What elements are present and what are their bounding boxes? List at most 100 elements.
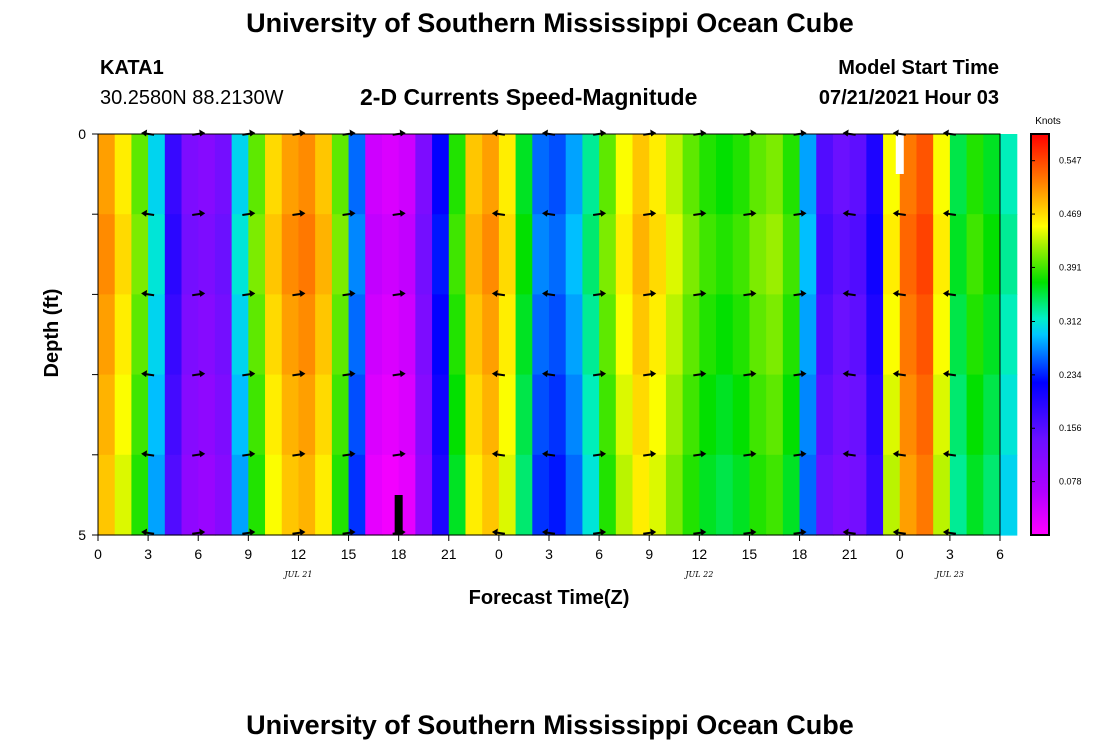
- arrow-head: [249, 450, 256, 458]
- heat-cell: [448, 134, 467, 215]
- colorbar-tick-label: 0.312: [1059, 316, 1082, 326]
- heat-cell: [682, 214, 700, 295]
- x-tick-label: 6: [194, 546, 202, 562]
- x-tick-label: 12: [692, 546, 708, 562]
- x-tick-label: 0: [896, 546, 904, 562]
- arrow-head: [600, 209, 607, 217]
- heat-cell: [599, 214, 617, 295]
- colorbar-tick-label: 0.547: [1059, 156, 1082, 166]
- x-tick-label: 9: [244, 546, 252, 562]
- heat-cell: [281, 214, 300, 295]
- arrow-head: [800, 209, 807, 217]
- heat-cell: [164, 134, 183, 215]
- heat-cell: [131, 294, 149, 376]
- heat-cell: [114, 294, 133, 376]
- heat-cell: [732, 374, 751, 456]
- heat-cell: [432, 134, 450, 215]
- heat-cell: [766, 454, 784, 536]
- arrow-head: [199, 450, 206, 458]
- heat-cell: [465, 454, 483, 536]
- heat-cell: [983, 294, 1001, 376]
- arrow-head: [349, 209, 356, 217]
- heat-cell: [716, 214, 734, 295]
- arrow-head: [942, 129, 949, 137]
- heat-cell: [398, 214, 416, 295]
- heat-cell: [649, 134, 667, 215]
- heat-cell: [381, 134, 400, 215]
- current-arrow: [793, 289, 807, 297]
- arrow-head: [141, 209, 148, 217]
- heat-cell: [983, 134, 1001, 215]
- heat-cell: [248, 214, 266, 295]
- arrow-head: [542, 209, 548, 217]
- heat-cell: [415, 374, 433, 456]
- heat-cell: [949, 454, 968, 536]
- heat-cell: [615, 134, 634, 215]
- x-axis: 0 3 6 9 12 15 18 21 0 3 6 9 12 15 18 21 0 3 6 JUL 21 JUL 22 J…: [94, 535, 1004, 579]
- heat-cell: [164, 214, 183, 295]
- heat-cell: [899, 294, 918, 376]
- heat-cell: [214, 454, 233, 536]
- heat-cell: [515, 294, 533, 376]
- heat-cell: [515, 374, 533, 456]
- heat-cell: [916, 214, 934, 295]
- heat-cell: [615, 214, 634, 295]
- heat-cell: [665, 134, 684, 215]
- heat-cell: [148, 294, 166, 376]
- y-axis: 05: [78, 126, 98, 543]
- heat-cell: [398, 454, 416, 536]
- heat-cell: [365, 214, 383, 295]
- arrow-head: [842, 289, 849, 297]
- heat-cell: [549, 214, 567, 295]
- arrow-head: [750, 209, 757, 217]
- arrow-head: [942, 289, 949, 297]
- heat-cell: [682, 134, 700, 215]
- heat-cell: [331, 134, 350, 215]
- arrow-head: [542, 289, 548, 297]
- heat-cell: [866, 374, 884, 456]
- current-arrow: [292, 370, 306, 378]
- heat-cell: [532, 214, 550, 295]
- heat-cell: [164, 374, 183, 456]
- arrow-head: [491, 209, 498, 217]
- arrow-head: [299, 289, 306, 297]
- heat-cell: [766, 214, 784, 295]
- arrow-head: [249, 289, 256, 297]
- current-arrow: [942, 289, 957, 297]
- heat-cell: [298, 374, 316, 456]
- heat-cell: [832, 374, 851, 456]
- heat-cell: [265, 374, 283, 456]
- heat-cell: [482, 214, 500, 295]
- heat-cell: [849, 134, 867, 215]
- current-arrow: [743, 289, 757, 297]
- heat-cell: [181, 454, 199, 536]
- heat-cell: [565, 134, 584, 215]
- arrow-head: [299, 450, 306, 458]
- arrow-head: [542, 528, 548, 536]
- heat-cell: [164, 454, 183, 536]
- arrow-head: [700, 129, 707, 137]
- heat-cell: [983, 374, 1001, 456]
- heat-cell: [899, 134, 918, 215]
- x-tick-label: 21: [441, 546, 457, 562]
- heat-cell: [632, 294, 650, 376]
- heat-cell: [198, 134, 216, 215]
- heat-cell: [933, 214, 951, 295]
- heat-cell: [899, 214, 918, 295]
- heat-cell: [799, 454, 817, 536]
- heat-cell: [565, 294, 584, 376]
- heat-cell: [665, 214, 684, 295]
- heat-cell: [849, 374, 867, 456]
- heat-cell: [148, 454, 166, 536]
- current-arrow: [842, 450, 856, 458]
- heat-cell: [482, 294, 500, 376]
- x-tick-label: 12: [291, 546, 307, 562]
- heat-cell: [599, 454, 617, 536]
- heat-cell: [799, 374, 817, 456]
- current-arrow: [242, 370, 256, 378]
- arrow-head: [750, 450, 757, 458]
- heat-cell: [131, 374, 149, 456]
- heat-cell: [498, 134, 517, 215]
- arrow-head: [842, 370, 849, 378]
- heat-cell: [498, 294, 517, 376]
